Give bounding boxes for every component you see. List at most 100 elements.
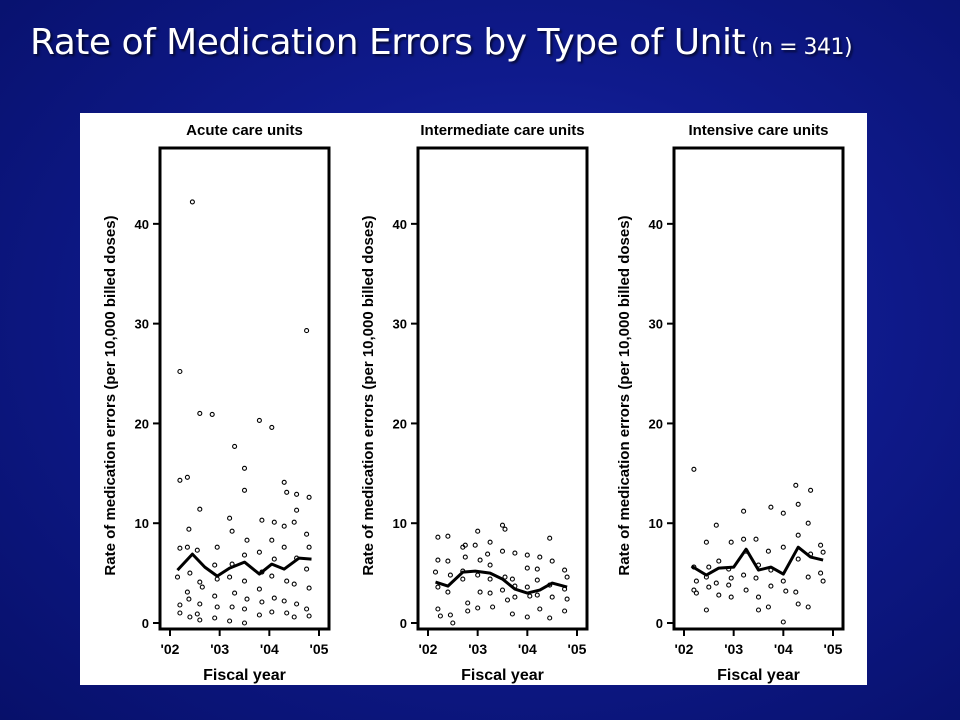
data-point bbox=[795, 532, 801, 538]
data-point bbox=[462, 542, 468, 548]
data-point bbox=[281, 544, 287, 550]
y-tick-label: 10 bbox=[135, 516, 149, 531]
y-axis-label: Rate of medication errors (per 10,000 bi… bbox=[616, 215, 633, 575]
x-tick-label: '05 bbox=[310, 641, 329, 657]
data-point bbox=[214, 604, 220, 610]
data-point bbox=[527, 593, 533, 599]
data-point bbox=[214, 576, 220, 582]
data-point bbox=[713, 522, 719, 528]
data-point bbox=[259, 517, 265, 523]
data-point bbox=[502, 574, 508, 580]
data-point bbox=[499, 522, 506, 528]
data-point bbox=[435, 606, 441, 612]
data-point bbox=[805, 520, 811, 526]
x-tick-label: '03 bbox=[210, 641, 229, 657]
data-point bbox=[447, 612, 453, 618]
data-point bbox=[477, 589, 483, 595]
data-point bbox=[793, 482, 799, 488]
data-point bbox=[691, 466, 697, 472]
data-point bbox=[194, 611, 200, 617]
data-point bbox=[177, 545, 183, 551]
data-point bbox=[693, 578, 699, 584]
data-point bbox=[490, 604, 496, 610]
data-point bbox=[177, 477, 183, 483]
data-point bbox=[765, 548, 771, 554]
data-point bbox=[271, 556, 277, 562]
data-point bbox=[184, 544, 190, 550]
data-point bbox=[256, 417, 262, 423]
data-point bbox=[780, 619, 786, 625]
data-point bbox=[177, 610, 183, 616]
plot-frame bbox=[416, 146, 589, 631]
data-point bbox=[743, 587, 749, 593]
x-tick-label: '05 bbox=[568, 641, 587, 657]
data-point bbox=[549, 594, 555, 600]
data-point bbox=[564, 596, 570, 602]
data-point bbox=[304, 606, 310, 612]
data-point bbox=[818, 570, 824, 576]
data-point bbox=[534, 566, 540, 572]
data-point bbox=[728, 575, 734, 581]
data-point bbox=[780, 578, 786, 584]
y-tick-label: 0 bbox=[656, 616, 663, 631]
data-point bbox=[524, 584, 530, 590]
x-tick-label: '04 bbox=[260, 641, 279, 657]
data-point bbox=[472, 542, 478, 548]
data-point bbox=[271, 519, 277, 525]
data-point bbox=[741, 508, 747, 514]
data-point bbox=[174, 574, 181, 580]
data-point bbox=[269, 609, 275, 615]
data-point bbox=[284, 610, 290, 616]
data-point bbox=[212, 615, 218, 621]
data-point bbox=[256, 549, 262, 555]
data-point bbox=[294, 507, 300, 513]
data-point bbox=[703, 539, 709, 545]
data-point bbox=[291, 519, 297, 525]
data-point bbox=[485, 551, 491, 557]
data-point bbox=[209, 411, 215, 417]
data-point bbox=[728, 594, 734, 600]
data-point bbox=[284, 578, 290, 584]
data-point bbox=[465, 600, 471, 606]
x-tick-label: '02 bbox=[675, 641, 694, 657]
data-point bbox=[241, 487, 248, 493]
data-point bbox=[227, 515, 233, 521]
data-point bbox=[304, 531, 310, 537]
y-tick-label: 0 bbox=[400, 616, 407, 631]
data-point bbox=[197, 579, 203, 585]
data-point bbox=[445, 533, 451, 539]
y-tick-label: 40 bbox=[649, 217, 663, 232]
y-tick-label: 0 bbox=[142, 616, 149, 631]
data-point bbox=[795, 556, 801, 562]
data-point bbox=[549, 558, 555, 564]
y-tick-label: 30 bbox=[393, 317, 407, 332]
data-point bbox=[281, 598, 287, 604]
data-point bbox=[499, 548, 506, 554]
data-point bbox=[768, 504, 774, 510]
data-point bbox=[780, 544, 786, 550]
data-point bbox=[475, 572, 481, 578]
data-point bbox=[306, 585, 312, 591]
data-point bbox=[294, 491, 300, 497]
data-point bbox=[741, 536, 747, 542]
plot-frame bbox=[158, 146, 331, 631]
x-axis-label: Fiscal year bbox=[203, 667, 286, 684]
y-axis-label: Rate of medication errors (per 10,000 bi… bbox=[360, 215, 377, 575]
small-multiples-chart: Acute care units 0 10 20 30 40 '02 '03 '04 '05 Fis… bbox=[102, 122, 845, 684]
data-point bbox=[706, 584, 712, 590]
data-point bbox=[502, 526, 508, 532]
data-point bbox=[820, 578, 826, 584]
data-point bbox=[562, 567, 568, 573]
data-point bbox=[259, 599, 265, 605]
data-point bbox=[524, 565, 530, 571]
data-point bbox=[793, 589, 799, 595]
data-point bbox=[820, 549, 826, 555]
data-point bbox=[818, 542, 824, 548]
data-point bbox=[795, 501, 801, 507]
panel-title: Intensive care units bbox=[688, 122, 828, 139]
x-tick-label: '02 bbox=[419, 641, 438, 657]
data-point bbox=[194, 547, 200, 553]
data-point bbox=[197, 601, 203, 607]
data-point bbox=[808, 487, 814, 493]
data-point bbox=[241, 620, 248, 626]
